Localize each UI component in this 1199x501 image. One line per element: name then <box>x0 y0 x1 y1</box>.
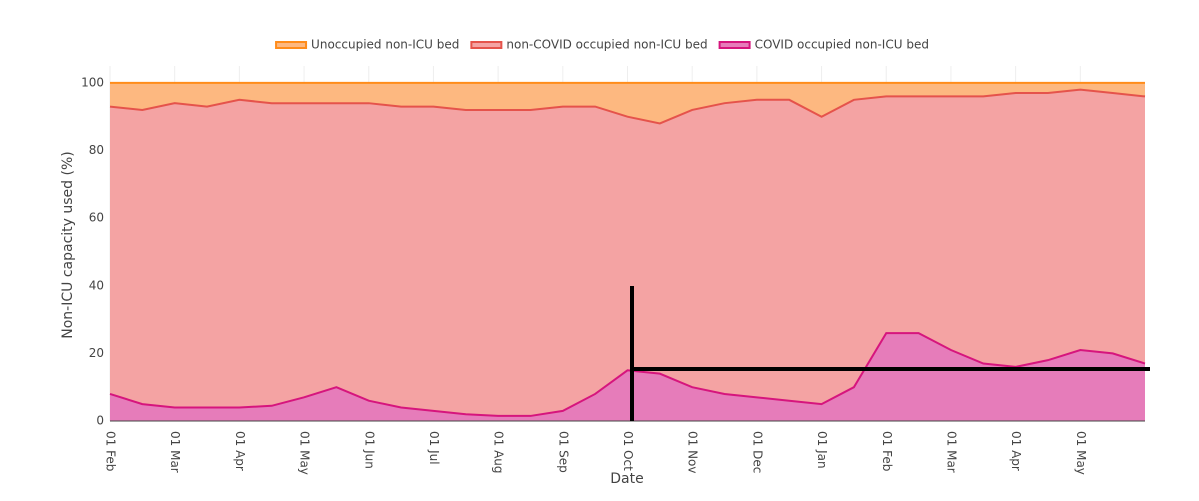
x-tick-label: 01 Oct <box>621 431 635 471</box>
x-tick-label: 01 Nov <box>686 431 700 474</box>
legend-swatch <box>718 41 751 49</box>
x-tick-label: 01 Apr <box>233 431 247 471</box>
x-tick-label: 01 Aug <box>492 431 506 474</box>
x-tick-label: 01 Mar <box>168 431 182 473</box>
x-tick-label: 01 Jan <box>815 431 829 469</box>
y-tick-label: 20 <box>89 346 104 360</box>
x-tick-label: 01 Dec <box>750 431 764 473</box>
area-fill <box>110 333 1145 421</box>
legend: Unoccupied non-ICU bed non-COVID occupied… <box>275 38 929 52</box>
x-tick-label: 01 Feb <box>880 431 894 471</box>
y-tick-label: 60 <box>89 211 104 225</box>
legend-label: Unoccupied non-ICU bed <box>311 38 459 52</box>
x-tick-label: 01 Mar <box>944 431 958 473</box>
x-tick-label: 01 May <box>1074 431 1088 475</box>
y-axis-title: Non-ICU capacity used (%) <box>60 151 76 338</box>
y-tick-label: 0 <box>96 414 104 428</box>
legend-label: non-COVID occupied non-ICU bed <box>506 38 707 52</box>
labels: 0 20 40 60 80 100 01 Feb 01 Mar 01 Apr 01 May 01 J… <box>81 75 1146 475</box>
x-tick-label: 01 Feb <box>104 431 118 471</box>
y-tick-label: 80 <box>89 143 104 157</box>
legend-label: COVID occupied non-ICU bed <box>755 38 929 52</box>
x-tick-label: 01 Jun <box>362 431 376 469</box>
series-line <box>109 332 1146 417</box>
area-fill <box>110 89 1145 416</box>
legend-swatch <box>470 41 503 49</box>
x-tick-label: 01 Apr <box>1009 431 1023 471</box>
x-tick-label: 01 May <box>298 431 312 475</box>
areas <box>110 82 1145 421</box>
y-tick-label: 40 <box>89 278 104 292</box>
legend-swatch <box>275 41 308 49</box>
y-tick-label: 100 <box>81 75 104 89</box>
x-axis-title: Date <box>610 471 643 487</box>
series-line <box>109 88 1146 125</box>
x-tick-label: 01 Sep <box>556 431 570 473</box>
area-fill <box>110 82 1145 124</box>
x-tick-label: 01 Jul <box>427 431 441 465</box>
